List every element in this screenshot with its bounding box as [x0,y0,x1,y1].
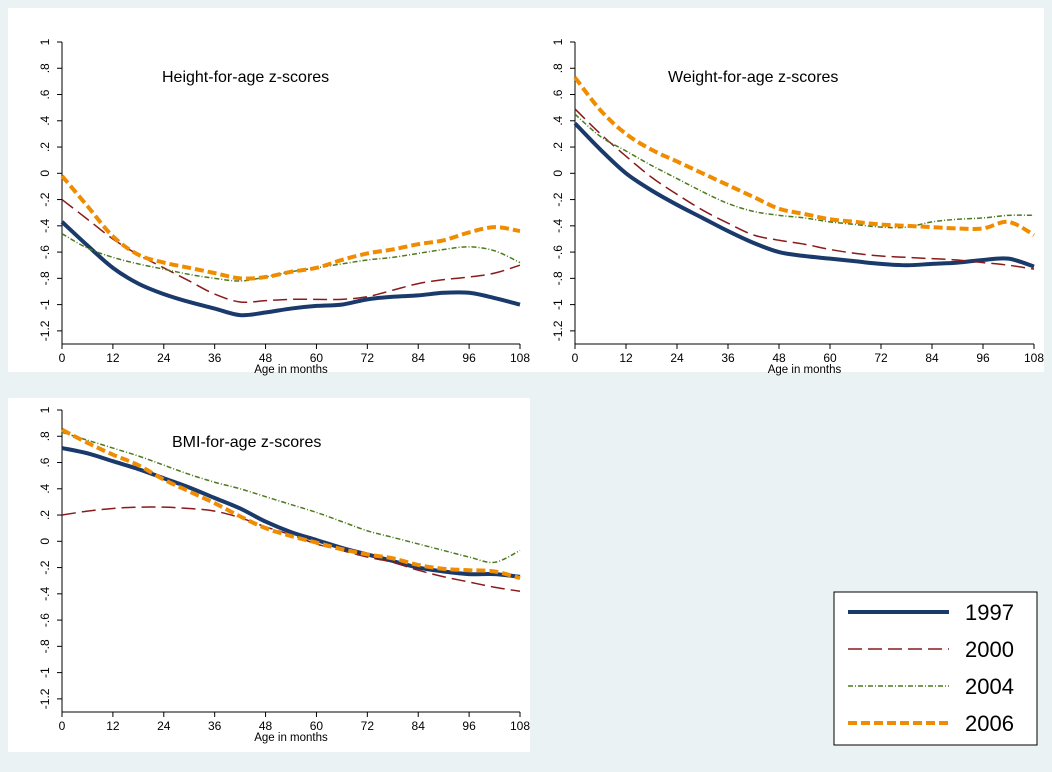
series-line-2006 [60,174,521,281]
y-tick-label: -1.2 [551,320,565,341]
y-tick-label: -.6 [38,613,52,627]
x-tick-label: 36 [208,719,222,733]
chart-panel-3: 1 .8 .6 .4 .2 0 -.2 -.4 -.6 -.8 -1 -1.2 0 12 24 36 48 60 7… [8,398,530,752]
series-line-1997 [61,446,521,579]
series-line-2000 [61,198,521,304]
x-tick-label: 48 [772,351,786,365]
y-tick-label: .6 [38,457,52,467]
series-line-1997 [60,220,521,318]
x-tick-label: 12 [106,719,120,733]
panel-background [8,8,530,372]
x-axis-label: Age in months [254,732,328,744]
x-tick-label: 48 [259,719,273,733]
y-tick-label: -.4 [551,219,565,233]
y-tick-label: .2 [38,142,52,152]
y-tick-label: 1 [38,406,52,413]
y-tick-label: -.6 [551,245,565,259]
legend-box [833,591,1038,746]
chart-panel-2: 1 .8 .6 .4 .2 0 -.2 -.4 -.6 -.8 -1 -1.2 0 12 24 36 48 60 7… [530,8,1044,376]
x-tick-label: 72 [874,351,888,365]
y-tick-label: 0 [551,170,565,177]
x-tick-label: 84 [925,351,939,365]
y-tick-label: -.8 [38,639,52,653]
y-tick-label: -1 [551,299,565,310]
x-tick-label: 84 [412,351,426,365]
y-tick-label: -1 [38,299,52,310]
x-tick-label: 60 [310,351,324,365]
legend: 1997 2000 2004 2006 [833,591,1038,746]
x-tick-label: 72 [361,351,375,365]
x-tick-label: 36 [721,351,735,365]
x-axis-label: Age in months [254,364,328,376]
y-tick-label: -.8 [551,271,565,285]
panel-title: Height-for-age z-scores [162,69,329,86]
x-tick-label: 96 [462,719,476,733]
x-tick-label: 96 [462,351,476,365]
series-line-1997 [573,122,1035,269]
x-tick-label: 108 [1024,351,1044,365]
y-tick-label: -.6 [38,245,52,259]
y-tick-label: .6 [38,89,52,99]
legend-label: 1997 [965,600,1014,625]
series-line-2000 [574,108,1035,270]
panel-background [530,8,1044,372]
x-tick-label: 108 [510,719,530,733]
x-tick-label: 24 [157,351,171,365]
x-tick-label: 0 [59,719,66,733]
y-tick-label: -.2 [38,560,52,574]
x-tick-label: 60 [310,719,324,733]
y-tick-label: -.4 [38,587,52,601]
y-tick-label: -.4 [38,219,52,233]
y-tick-label: .4 [551,115,565,125]
y-tick-label: .8 [38,431,52,441]
y-tick-label: -1.2 [38,688,52,709]
legend-label: 2004 [965,674,1014,699]
y-tick-label: .8 [551,63,565,73]
y-tick-label: -.2 [551,192,565,206]
x-tick-label: 12 [619,351,633,365]
y-tick-label: .2 [38,510,52,520]
series-line-2004 [574,113,1035,229]
x-tick-label: 84 [412,719,426,733]
x-tick-label: 24 [670,351,684,365]
series-line-2006 [61,427,521,581]
y-tick-label: .6 [551,89,565,99]
y-tick-label: -1 [38,667,52,678]
y-tick-label: .8 [38,63,52,73]
x-tick-label: 96 [976,351,990,365]
chart-panel-1: 1 .8 .6 .4 .2 0 -.2 -.4 -.6 -.8 -1 -1.2 0 12 24 36 48 60 7… [8,8,530,376]
panel-title: Weight-for-age z-scores [668,69,838,86]
legend-label: 2000 [965,637,1014,662]
panel-title: BMI-for-age z-scores [172,434,321,451]
x-axis-label: Age in months [768,364,842,376]
y-tick-label: 0 [38,538,52,545]
x-tick-label: 0 [572,351,579,365]
x-tick-label: 48 [259,351,273,365]
x-tick-label: 12 [106,351,120,365]
y-tick-label: .4 [38,483,52,493]
y-tick-label: -.2 [38,192,52,206]
x-tick-label: 0 [59,351,66,365]
x-tick-label: 72 [361,719,375,733]
y-tick-label: 1 [38,38,52,45]
legend-label: 2006 [965,711,1014,736]
y-tick-label: -.8 [38,271,52,285]
series-line-2004 [61,431,521,564]
x-tick-label: 36 [208,351,222,365]
y-tick-label: -1.2 [38,320,52,341]
series-line-2006 [573,76,1035,237]
x-tick-label: 60 [823,351,837,365]
x-tick-label: 108 [510,351,530,365]
x-tick-label: 24 [157,719,171,733]
y-tick-label: 0 [38,170,52,177]
y-tick-label: .2 [551,142,565,152]
y-tick-label: 1 [551,38,565,45]
y-tick-label: .4 [38,115,52,125]
